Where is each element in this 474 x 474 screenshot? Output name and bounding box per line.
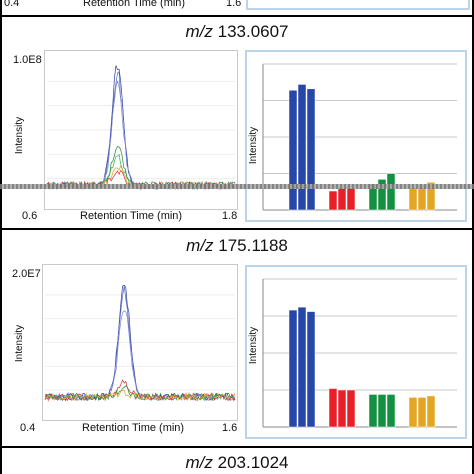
chromatogram-trace-1 bbox=[44, 286, 236, 402]
bar-group3-bar0 bbox=[408, 187, 418, 211]
panel2-x-max-label: 1.6 bbox=[222, 422, 238, 434]
panel1-x-axis-title: Retention Time (min) bbox=[80, 210, 183, 222]
chromatogram-trace-5 bbox=[44, 389, 236, 402]
bar-group3-bar1 bbox=[417, 397, 427, 428]
bar-group1-bar1 bbox=[337, 187, 347, 211]
bar-group2-bar1 bbox=[377, 179, 387, 211]
bar-group1-bar2 bbox=[346, 187, 356, 211]
divider-1 bbox=[0, 15, 474, 17]
divider-3 bbox=[0, 446, 474, 448]
panel3-title: m/z 203.1024 bbox=[0, 453, 474, 473]
bar-group0-bar1 bbox=[297, 84, 307, 211]
panel2-title-prefix: m/z bbox=[186, 236, 214, 255]
panel2-chromatogram-svg bbox=[44, 284, 236, 402]
panel2-x-min-label: 0.4 bbox=[20, 422, 36, 434]
bar-group3-bar2 bbox=[426, 395, 436, 428]
panel1-bar-svg bbox=[262, 63, 457, 211]
bar-group1-bar0 bbox=[328, 190, 338, 211]
bar-group0-bar0 bbox=[288, 309, 298, 428]
bar-group3-bar0 bbox=[408, 397, 418, 428]
panel1-title: m/z 133.0607 bbox=[0, 22, 474, 42]
panel2-title: m/z 175.1188 bbox=[0, 236, 474, 256]
chromatogram-trace-2 bbox=[46, 80, 236, 191]
chromatogram-trace-0 bbox=[46, 65, 236, 190]
bar-group1-bar2 bbox=[346, 389, 356, 428]
panel1-bar-chart bbox=[245, 50, 467, 222]
bar-group0-bar2 bbox=[306, 311, 316, 428]
top-x-min-label: 0.4 bbox=[4, 0, 20, 9]
panel2-y-axis-title: Intensity bbox=[14, 324, 26, 363]
panel1-bar-y-axis-title: Intensity bbox=[248, 126, 260, 165]
chromatogram-trace-2 bbox=[44, 310, 236, 401]
bar-group0-bar2 bbox=[306, 88, 316, 211]
panel2-x-axis-title: Retention Time (min) bbox=[82, 422, 185, 434]
artifact-band bbox=[0, 184, 474, 189]
top-fragment: 0.4 Retention Time (min) 1.6 bbox=[4, 0, 241, 14]
bar-group2-bar2 bbox=[386, 173, 396, 211]
panel1-x-max-label: 1.8 bbox=[222, 210, 238, 222]
bar-group2-bar0 bbox=[368, 183, 378, 211]
top-x-max-label: 1.6 bbox=[226, 0, 242, 9]
panel2-chromatogram bbox=[42, 264, 238, 421]
bar-group3-bar2 bbox=[426, 182, 436, 211]
bar-group2-bar1 bbox=[377, 394, 387, 428]
panel3-title-prefix: m/z bbox=[185, 453, 213, 472]
panel2-title-mass: 175.1188 bbox=[218, 236, 288, 255]
panel2-y-max-label: 2.0E7 bbox=[12, 268, 41, 280]
bar-group1-bar0 bbox=[328, 388, 338, 428]
right-border bbox=[472, 0, 474, 474]
bar-group0-bar0 bbox=[288, 90, 298, 211]
bar-group1-bar1 bbox=[337, 389, 347, 428]
panel1-x-min-label: 0.6 bbox=[22, 210, 38, 222]
panel3-title-mass: 203.1024 bbox=[217, 453, 289, 472]
bar-group2-bar2 bbox=[386, 394, 396, 428]
panel2-bar-y-axis-title: Intensity bbox=[248, 326, 260, 365]
left-border bbox=[0, 0, 2, 474]
divider-2 bbox=[0, 228, 474, 230]
panel1-title-prefix: m/z bbox=[185, 22, 213, 41]
panel1-y-axis-title: Intensity bbox=[14, 116, 26, 155]
bar-group2-bar0 bbox=[368, 394, 378, 428]
panel2-bar-chart bbox=[245, 265, 467, 439]
top-x-axis-title: Retention Time (min) bbox=[83, 0, 186, 9]
bar-group0-bar1 bbox=[297, 306, 307, 428]
panel2-bar-svg bbox=[262, 278, 457, 428]
panel1-y-max-label: 1.0E8 bbox=[13, 54, 42, 66]
panel1-title-mass: 133.0607 bbox=[217, 22, 289, 41]
top-fragment-bar-box bbox=[246, 0, 470, 10]
